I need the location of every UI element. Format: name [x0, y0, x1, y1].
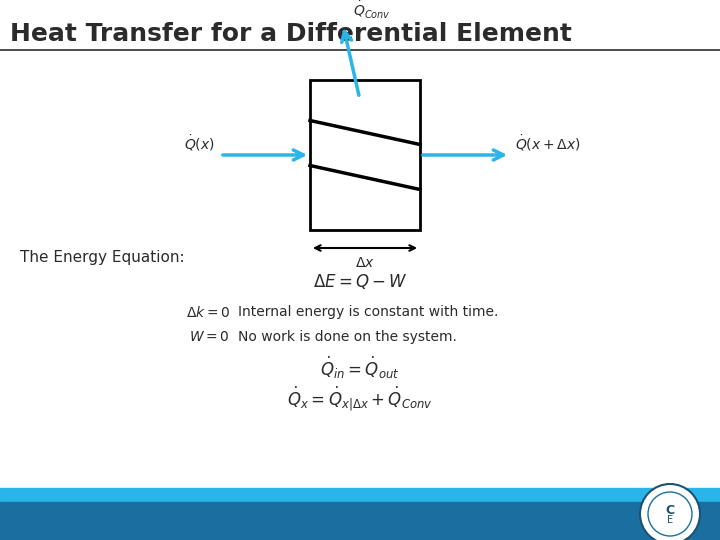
- Text: $\Delta E = Q - W$: $\Delta E = Q - W$: [312, 272, 408, 291]
- Text: E: E: [667, 515, 673, 525]
- Circle shape: [640, 484, 700, 540]
- Text: $\dot{Q}_{in} = \dot{Q}_{out}$: $\dot{Q}_{in} = \dot{Q}_{out}$: [320, 355, 400, 381]
- Text: Internal energy is constant with time.: Internal energy is constant with time.: [238, 305, 498, 319]
- Bar: [0, 502, 720, 540]
- Text: $W = 0$: $W = 0$: [189, 330, 230, 344]
- Text: $\dot{Q}_x = \dot{Q}_{x|\Delta x} + \dot{Q}_{Conv}$: $\dot{Q}_x = \dot{Q}_{x|\Delta x} + \dot…: [287, 385, 433, 413]
- Text: $\Delta x$: $\Delta x$: [355, 256, 375, 270]
- Bar: [0, 488, 720, 540]
- Text: Heat Transfer for a Differential Element: Heat Transfer for a Differential Element: [10, 22, 572, 46]
- Text: $\Delta k = 0$: $\Delta k = 0$: [186, 305, 230, 320]
- Text: $\dot{Q}(x)$: $\dot{Q}(x)$: [184, 133, 215, 153]
- Text: The Energy Equation:: The Energy Equation:: [20, 250, 184, 265]
- Text: $\dot{Q}_{Conv}$: $\dot{Q}_{Conv}$: [353, 0, 391, 21]
- Text: No work is done on the system.: No work is done on the system.: [238, 330, 457, 344]
- Text: C: C: [665, 503, 675, 516]
- Text: $\dot{Q}(x + \Delta x)$: $\dot{Q}(x + \Delta x)$: [515, 133, 580, 153]
